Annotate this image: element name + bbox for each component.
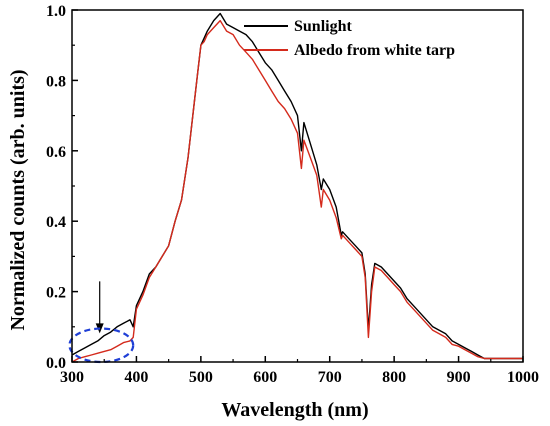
x-tick-label: 500 — [189, 369, 213, 386]
series-line-sunlight — [71, 12, 523, 360]
y-tick-label: 0.6 — [46, 144, 66, 161]
axes: 300 400 500 600 700 800 900 1000 0.0 0.2 0.4 0.6 0.8… — [46, 3, 539, 386]
plot-frame — [71, 9, 524, 363]
x-tick-label: 600 — [253, 369, 277, 386]
x-tick-label: 800 — [382, 369, 406, 386]
y-tick-label: 1.0 — [46, 3, 66, 20]
y-axis-title: Normalized counts (arb. units) — [7, 69, 29, 330]
y-tick-label: 0.4 — [46, 214, 66, 231]
x-tick-label: 1000 — [507, 369, 539, 386]
y-tick-label: 0.8 — [46, 73, 66, 90]
x-tick-label: 700 — [318, 369, 342, 386]
highlight-ellipse — [68, 327, 135, 364]
x-axis-title: Wavelength (nm) — [221, 399, 368, 421]
series-line-albedo — [71, 19, 523, 363]
x-tick-label: 900 — [447, 369, 471, 386]
legend-label: Albedo from white tarp — [294, 42, 455, 59]
legend-label: Sunlight — [294, 18, 352, 35]
x-tick-label: 400 — [124, 369, 148, 386]
legend: Sunlight Albedo from white tarp — [244, 18, 455, 59]
x-tick-label: 300 — [60, 369, 84, 386]
y-tick-label: 0.0 — [46, 355, 66, 372]
plot-area — [68, 12, 523, 364]
y-tick-label: 0.2 — [46, 285, 66, 302]
